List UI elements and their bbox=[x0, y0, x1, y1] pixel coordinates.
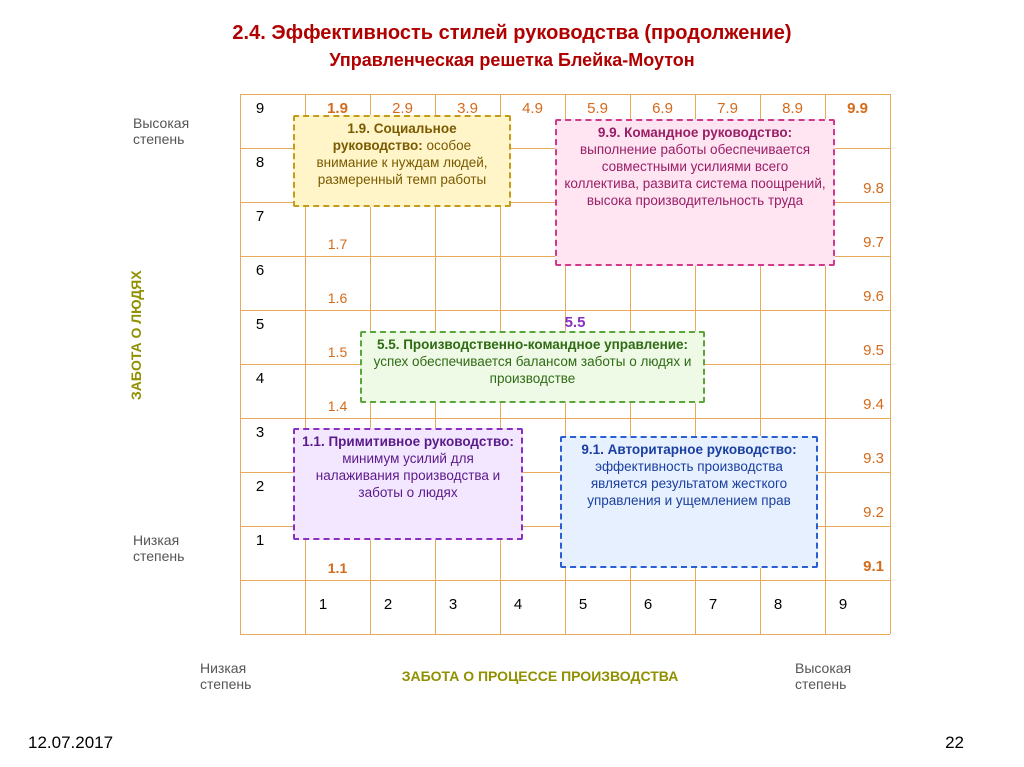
callout-team: 9.9. Командное руководство: выполнение р… bbox=[555, 119, 835, 266]
y-axis-label: ЗАБОТА О ЛЮДЯХ bbox=[128, 270, 144, 400]
x-tick-2: 2 bbox=[376, 596, 400, 613]
x-tick-9: 9 bbox=[831, 596, 855, 613]
right-coord-9.4: 9.4 bbox=[831, 396, 884, 413]
left-coord-1.5: 1.5 bbox=[309, 344, 366, 360]
page-title-2: Управленческая решетка Блейка-Моутон bbox=[0, 50, 1024, 71]
x-axis-label: ЗАБОТА О ПРОЦЕССЕ ПРОИЗВОДСТВА bbox=[340, 668, 740, 684]
right-coord-9.2: 9.2 bbox=[831, 504, 884, 521]
center-55-label: 5.5 bbox=[545, 314, 605, 331]
callout-authoritarian: 9.1. Авторитарное руководство: эффективн… bbox=[560, 436, 818, 568]
y-tick-3: 3 bbox=[248, 424, 272, 441]
right-coord-9.1: 9.1 bbox=[831, 558, 884, 575]
y-tick-7: 7 bbox=[248, 208, 272, 225]
left-coord-1.1: 1.1 bbox=[309, 560, 366, 576]
x-tick-8: 8 bbox=[766, 596, 790, 613]
callout-mid: 5.5. Производственно-командное управлени… bbox=[360, 331, 705, 403]
y-tick-5: 5 bbox=[248, 316, 272, 333]
y-tick-4: 4 bbox=[248, 370, 272, 387]
y-tick-2: 2 bbox=[248, 478, 272, 495]
page-title-1: 2.4. Эффективность стилей руководства (п… bbox=[0, 22, 1024, 45]
left-coord-1.6: 1.6 bbox=[309, 290, 366, 306]
x-tick-1: 1 bbox=[311, 596, 335, 613]
y-low-label: Низкая степень bbox=[133, 532, 184, 564]
y-tick-9: 9 bbox=[248, 100, 272, 117]
footer-page: 22 bbox=[945, 733, 964, 753]
right-coord-9.8: 9.8 bbox=[831, 180, 884, 197]
right-coord-9.6: 9.6 bbox=[831, 288, 884, 305]
top-coord-8.9: 8.9 bbox=[760, 100, 825, 117]
y-high-label: Высокая степень bbox=[133, 115, 189, 147]
y-tick-1: 1 bbox=[248, 532, 272, 549]
x-tick-7: 7 bbox=[701, 596, 725, 613]
left-coord-1.4: 1.4 bbox=[309, 398, 366, 414]
x-tick-4: 4 bbox=[506, 596, 530, 613]
x-tick-3: 3 bbox=[441, 596, 465, 613]
x-tick-6: 6 bbox=[636, 596, 660, 613]
right-coord-9.5: 9.5 bbox=[831, 342, 884, 359]
top-coord-6.9: 6.9 bbox=[630, 100, 695, 117]
x-low-label: Низкая степень bbox=[200, 660, 251, 692]
top-coord-9.9: 9.9 bbox=[825, 100, 890, 117]
x-high-label: Высокая степень bbox=[795, 660, 851, 692]
top-coord-7.9: 7.9 bbox=[695, 100, 760, 117]
right-coord-9.3: 9.3 bbox=[831, 450, 884, 467]
callout-social: 1.9. Социальное руководство: особое вним… bbox=[293, 115, 511, 207]
callout-primitive: 1.1. Примитивное руководство: минимум ус… bbox=[293, 428, 523, 540]
right-coord-9.7: 9.7 bbox=[831, 234, 884, 251]
y-tick-8: 8 bbox=[248, 154, 272, 171]
x-tick-5: 5 bbox=[571, 596, 595, 613]
footer-date: 12.07.2017 bbox=[28, 733, 113, 753]
top-coord-5.9: 5.9 bbox=[565, 100, 630, 117]
y-tick-6: 6 bbox=[248, 262, 272, 279]
left-coord-1.7: 1.7 bbox=[309, 236, 366, 252]
